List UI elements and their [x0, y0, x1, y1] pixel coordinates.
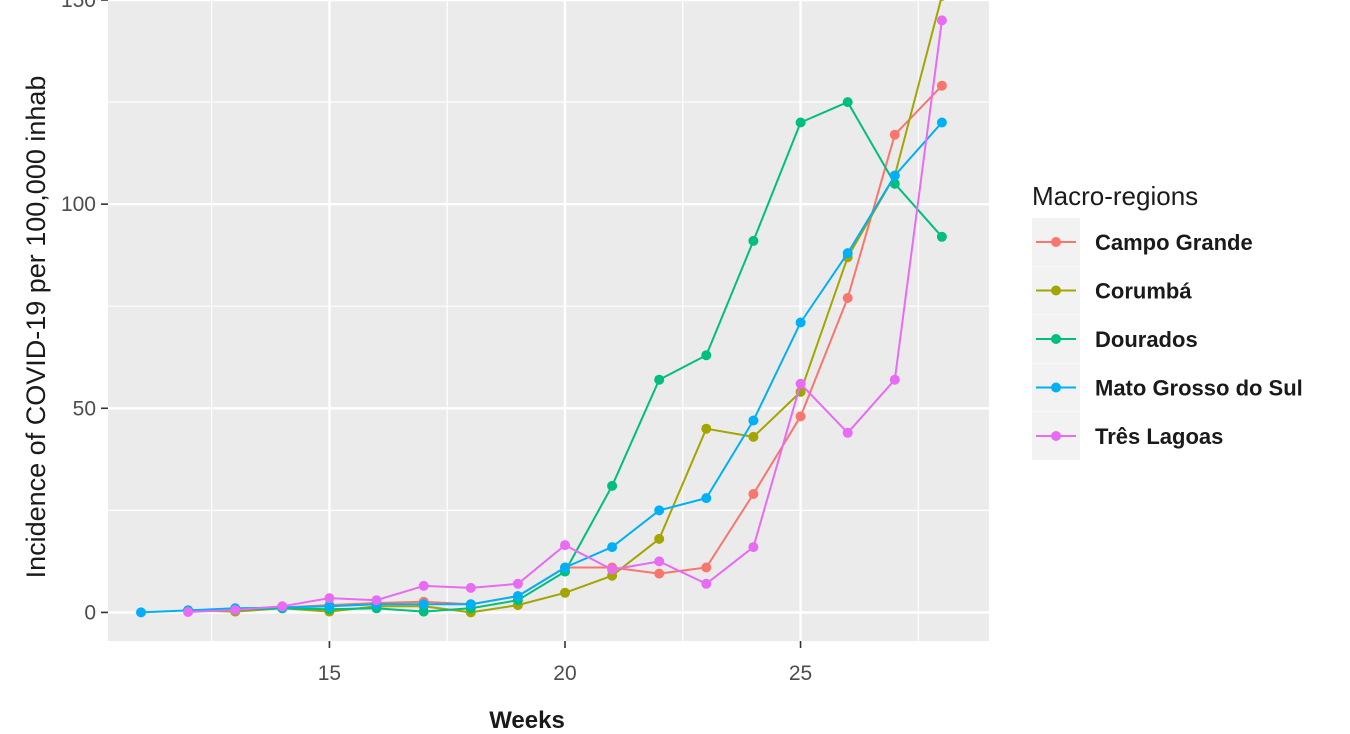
data-point [654, 568, 665, 579]
data-point [371, 595, 382, 606]
legend-label: Dourados [1095, 327, 1198, 352]
data-point [654, 556, 665, 567]
data-point [418, 580, 429, 591]
data-point [324, 601, 335, 612]
data-point [936, 117, 947, 128]
data-point [795, 411, 806, 422]
data-point [465, 582, 476, 593]
data-point [842, 97, 853, 108]
y-tick-label: 150 [61, 0, 96, 12]
legend-key-point [1051, 334, 1061, 344]
x-tick-label: 20 [553, 662, 576, 685]
data-point [842, 293, 853, 303]
data-point [560, 587, 570, 598]
y-axis-ticks: 0 50 100 150 [61, 0, 108, 624]
data-point [701, 562, 712, 573]
data-point [939, 0, 945, 1]
data-point [183, 607, 194, 617]
y-tick-label: 100 [61, 193, 96, 216]
data-point [795, 317, 806, 328]
legend-key-point [1051, 431, 1061, 441]
data-point [654, 533, 665, 544]
y-tick-label: 50 [73, 397, 96, 420]
data-point [889, 374, 900, 385]
legend-key-point [1051, 237, 1061, 247]
x-axis-ticks: 15 20 25 [318, 641, 812, 685]
data-point [277, 601, 288, 612]
data-point [607, 542, 618, 553]
y-axis-title: Incidence of COVID-19 per 100,000 inhab [21, 76, 51, 579]
legend-label: Corumbá [1095, 279, 1192, 304]
series-group [183, 15, 947, 617]
data-point [889, 170, 900, 181]
legend-key-point [1051, 382, 1061, 393]
plot-panel [108, 0, 989, 641]
data-point [654, 374, 665, 385]
x-tick-label: 25 [789, 662, 812, 685]
data-point [418, 599, 429, 610]
data-point [936, 231, 947, 242]
data-point [842, 248, 853, 259]
data-point [136, 607, 146, 618]
data-point [607, 480, 618, 491]
legend-label: Mato Grosso do Sul [1095, 376, 1303, 401]
data-point [230, 605, 241, 615]
data-point [701, 493, 712, 504]
data-point [654, 505, 665, 516]
major-gridlines [108, 0, 989, 641]
data-point [512, 591, 523, 602]
data-point [842, 427, 853, 438]
data-point [701, 578, 712, 589]
legend-label: Três Lagoas [1095, 424, 1223, 449]
legend-label: Campo Grande [1095, 230, 1253, 255]
legend: Macro-regions Campo Grande Corumbá Dourado… [1032, 181, 1303, 460]
minor-gridlines [108, 0, 989, 641]
legend-key-point [1051, 285, 1061, 296]
data-point [701, 350, 712, 361]
data-point [465, 599, 476, 610]
data-point [560, 562, 570, 573]
data-point [889, 129, 900, 140]
data-point [795, 378, 806, 389]
data-point [418, 606, 429, 617]
series-layer [136, 0, 947, 618]
data-point [748, 235, 759, 246]
data-point [936, 15, 947, 26]
data-point [748, 415, 759, 426]
data-point [607, 564, 618, 575]
data-point [795, 117, 806, 128]
data-point [324, 593, 335, 604]
data-point [748, 431, 759, 442]
data-point [936, 80, 947, 91]
data-point [560, 540, 570, 551]
x-axis-title: Weeks [489, 707, 565, 734]
data-point [512, 578, 523, 589]
data-point [748, 489, 759, 499]
legend-title: Macro-regions [1032, 181, 1198, 211]
x-tick-label: 15 [318, 662, 341, 685]
data-point [748, 542, 759, 553]
y-tick-label: 0 [84, 601, 96, 624]
data-point [701, 423, 712, 434]
